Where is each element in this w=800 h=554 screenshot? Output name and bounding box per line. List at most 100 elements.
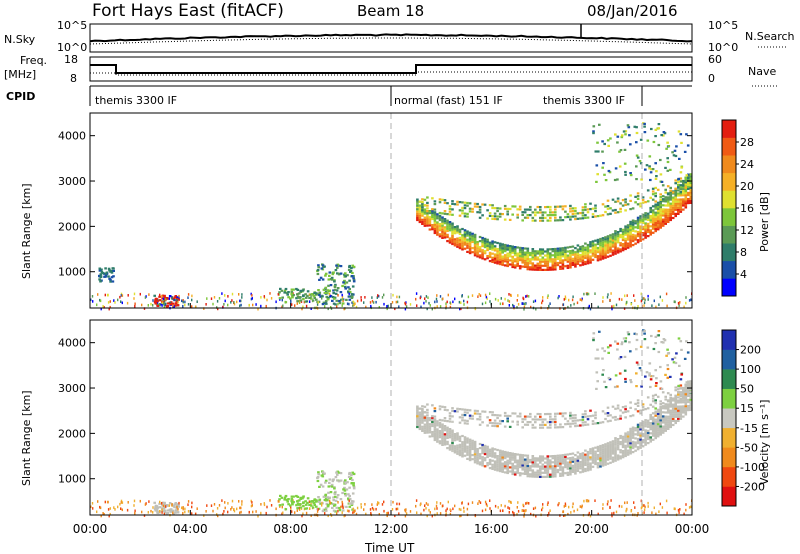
velocity-cell <box>508 507 511 510</box>
velocity-cell <box>438 442 442 445</box>
velocity-cell <box>512 510 514 514</box>
velocity-cell <box>640 499 642 503</box>
power-cell <box>511 259 514 262</box>
power-cell <box>664 214 667 217</box>
power-cell <box>425 295 428 298</box>
power-cell <box>485 295 488 299</box>
velocity-cell <box>275 507 277 511</box>
power-cell <box>588 304 590 308</box>
power-cell <box>320 267 324 270</box>
power-cell <box>468 210 472 213</box>
velocity-cell <box>438 440 442 443</box>
velocity-cell <box>341 509 345 512</box>
velocity-cell <box>671 417 675 420</box>
power-cell <box>641 215 645 218</box>
power-cell <box>416 206 419 209</box>
velocity-cell <box>513 465 517 468</box>
velocity-cell <box>296 507 299 510</box>
velocity-cell <box>433 422 437 425</box>
power-cell <box>433 229 437 232</box>
velocity-cell <box>260 503 262 506</box>
power-cell <box>181 299 183 303</box>
power-cell <box>589 245 592 248</box>
velocity-cell <box>559 454 562 457</box>
power-cell <box>436 231 439 234</box>
power-cell <box>595 180 598 183</box>
power-cell <box>348 298 352 301</box>
power-cell <box>299 289 302 292</box>
power-cell <box>546 262 550 265</box>
velocity-cell <box>468 454 472 458</box>
velocity-cell <box>584 467 587 471</box>
power-cell <box>296 288 300 291</box>
power-cell <box>377 294 379 297</box>
velocity-cell <box>624 377 627 381</box>
velocity-cell <box>571 458 575 461</box>
power-cell <box>429 304 431 307</box>
velocity-cell <box>549 421 552 424</box>
power-cell <box>416 204 419 207</box>
power-cell <box>468 231 472 234</box>
velocity-cell <box>458 439 462 442</box>
power-cell <box>551 266 555 269</box>
power-cell <box>436 294 438 297</box>
power-cell <box>669 210 672 213</box>
power-cell <box>323 291 327 295</box>
velocity-cell <box>337 501 339 504</box>
velocity-cell <box>466 439 469 442</box>
velocity-cell <box>669 411 672 414</box>
velocity-cell <box>333 495 337 498</box>
velocity-cell <box>337 509 339 513</box>
power-cell <box>596 240 600 243</box>
power-cell <box>398 295 401 299</box>
velocity-cell <box>606 502 609 506</box>
velocity-cell <box>671 423 675 427</box>
power-cell <box>629 143 632 146</box>
velocity-cell <box>656 423 660 426</box>
power-cell <box>508 245 512 248</box>
power-cell <box>636 218 640 221</box>
velocity-cell <box>531 473 535 476</box>
power-cell <box>611 233 615 236</box>
power-cell <box>579 298 581 301</box>
velocity-cell <box>666 411 670 414</box>
power-cell <box>456 225 459 228</box>
power-cell <box>456 245 459 248</box>
power-cell <box>434 300 436 304</box>
velocity-cell <box>159 510 163 513</box>
power-cell <box>463 233 467 236</box>
velocity-cell <box>654 402 657 405</box>
power-cell <box>651 215 655 218</box>
power-cell <box>506 260 509 263</box>
velocity-cell <box>344 492 347 495</box>
power-cell <box>196 300 198 303</box>
velocity-cell <box>554 423 557 426</box>
power-cell <box>534 254 537 257</box>
power-cell <box>656 205 660 208</box>
power-cell <box>476 211 479 214</box>
power-cell <box>613 304 615 308</box>
power-cell <box>536 266 540 269</box>
power-cell <box>671 206 675 209</box>
velocity-cell <box>466 457 469 460</box>
power-cell <box>194 305 197 309</box>
velocity-cell <box>498 451 502 454</box>
power-cell <box>664 218 667 221</box>
power-cell <box>107 301 110 304</box>
power-cell <box>628 134 631 137</box>
velocity-cell <box>679 398 683 401</box>
velocity-cell <box>516 415 519 418</box>
velocity-cell <box>387 511 389 515</box>
power-cell <box>92 300 94 303</box>
power-cell <box>426 307 428 311</box>
power-cell <box>511 205 514 208</box>
velocity-cell <box>570 511 572 514</box>
velocity-cell <box>562 510 565 513</box>
power-cell <box>498 215 502 218</box>
power-cell <box>624 198 627 201</box>
power-cell <box>338 299 341 303</box>
velocity-cell <box>418 419 422 422</box>
power-cell <box>473 239 477 243</box>
power-cell <box>639 225 642 228</box>
power-cell <box>619 244 622 247</box>
